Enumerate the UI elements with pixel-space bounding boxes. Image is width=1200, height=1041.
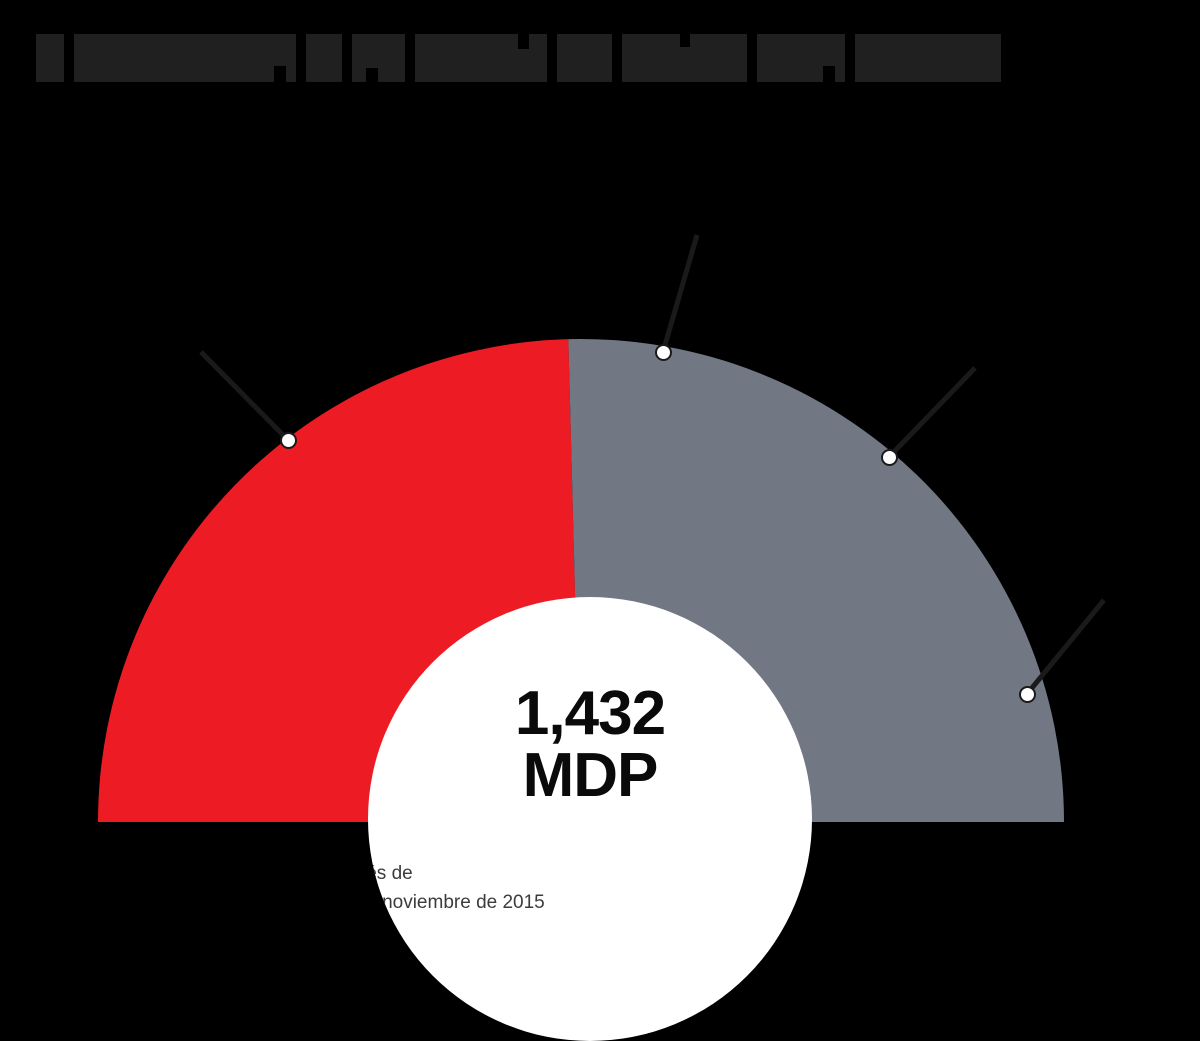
title-word-block <box>36 34 64 82</box>
page-title <box>36 34 1011 82</box>
infographic-canvas: 1,432 MDP Información obtenida a través … <box>36 34 1106 1041</box>
gauge-chart: 1,432 MDP Información obtenida a través … <box>98 234 1106 1041</box>
gauge-marker-dot[interactable] <box>654 343 672 361</box>
title-word-block <box>757 34 845 82</box>
leader-line <box>199 350 290 442</box>
leader-line <box>660 234 700 353</box>
title-word-block <box>557 34 612 82</box>
gauge-marker-dot[interactable] <box>880 448 898 466</box>
title-word-block <box>855 34 1001 82</box>
title-word-block <box>622 34 747 82</box>
gauge-marker-dot[interactable] <box>1018 685 1036 703</box>
gauge-center-hub: 1,432 MDP Información obtenida a través … <box>368 597 812 1041</box>
title-word-block <box>415 34 547 82</box>
title-word-block <box>306 34 342 82</box>
footnote-text: Información obtenida a través de solicit… <box>368 863 545 914</box>
leader-line <box>1025 598 1106 696</box>
gauge-center-unit: MDP <box>522 741 659 810</box>
leader-lines <box>199 234 1106 696</box>
gauge-marker-dot[interactable] <box>279 431 297 449</box>
leader-line <box>887 366 977 459</box>
gauge-center-value: 1,432 <box>514 679 666 748</box>
title-word-block <box>352 34 405 82</box>
title-word-block <box>74 34 296 82</box>
